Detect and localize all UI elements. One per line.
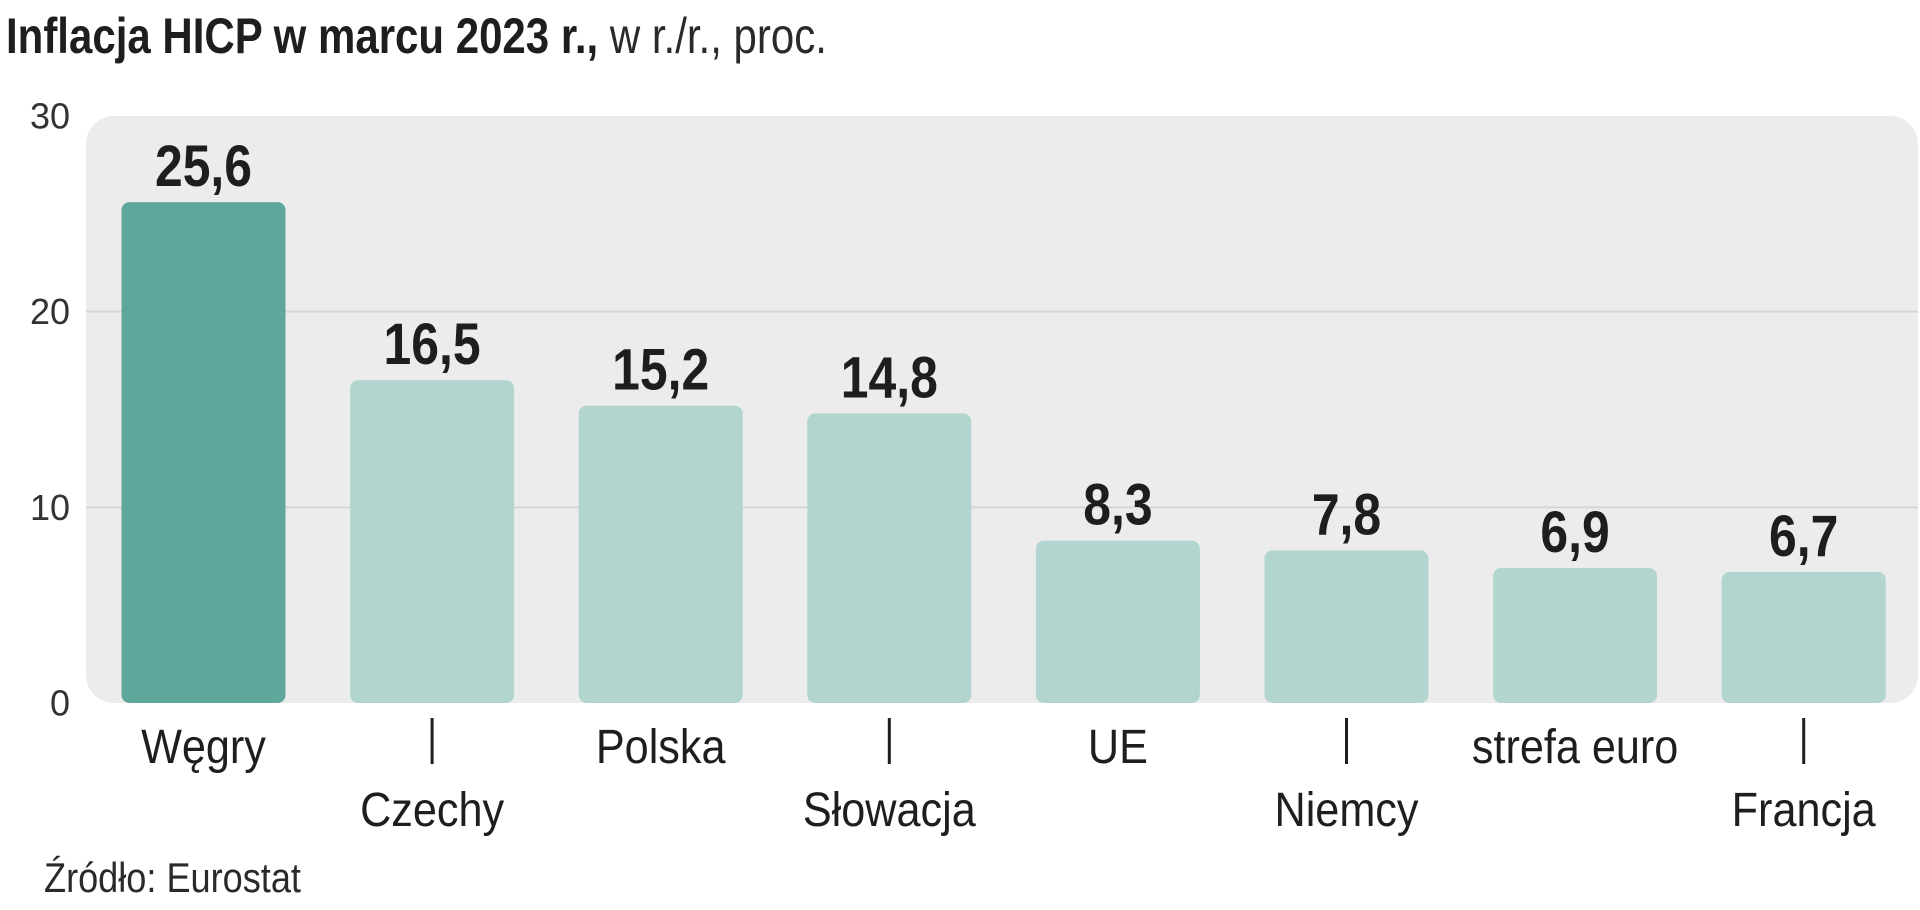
x-tick-label: Niemcy	[1275, 783, 1419, 837]
value-label: 7,8	[1312, 483, 1381, 547]
bar	[121, 202, 286, 704]
value-label: 15,2	[612, 338, 709, 402]
value-label: 8,3	[1083, 473, 1152, 537]
y-tick-label: 30	[30, 96, 70, 137]
bar	[1721, 571, 1886, 703]
x-tick-label: Węgry	[141, 720, 266, 774]
source-note: Źródło: Eurostat	[44, 854, 301, 901]
chart-title-unit: w r./r., proc.	[598, 8, 827, 64]
value-label: 16,5	[384, 313, 481, 377]
y-axis-ticks: 0 10 20 30	[30, 96, 70, 724]
plot-area	[86, 116, 1918, 703]
chart-title-main: Inflacja HICP w marcu 2023 r.,	[6, 8, 599, 64]
x-tick-label: Polska	[596, 720, 726, 774]
y-tick-label: 10	[30, 487, 70, 528]
bar	[1493, 567, 1658, 703]
x-tick-label: Francja	[1732, 783, 1877, 837]
bars	[121, 202, 1886, 704]
x-tick-label: Słowacja	[803, 783, 976, 837]
value-label: 14,8	[841, 346, 938, 410]
x-tick-label: UE	[1088, 720, 1148, 774]
value-labels: 25,6 16,5 15,2 14,8 8,3 7,8 6,9 6,7	[155, 135, 1838, 569]
x-axis-ticks: Węgry Czechy Polska Słowacja UE Niemcy strefa …	[141, 718, 1876, 837]
y-tick-label: 20	[30, 291, 70, 332]
bar	[1264, 550, 1429, 703]
value-label: 6,7	[1769, 504, 1838, 568]
value-label: 6,9	[1540, 501, 1609, 565]
bar	[1035, 540, 1200, 703]
y-tick-label: 0	[50, 683, 70, 724]
chart-title: Inflacja HICP w marcu 2023 r., w r./r., …	[6, 6, 827, 66]
x-tick-label: Czechy	[360, 783, 504, 837]
bar	[807, 413, 972, 703]
bar	[578, 405, 743, 703]
x-tick-label: strefa euro	[1472, 720, 1678, 774]
bar	[350, 380, 515, 703]
value-label: 25,6	[155, 135, 252, 199]
